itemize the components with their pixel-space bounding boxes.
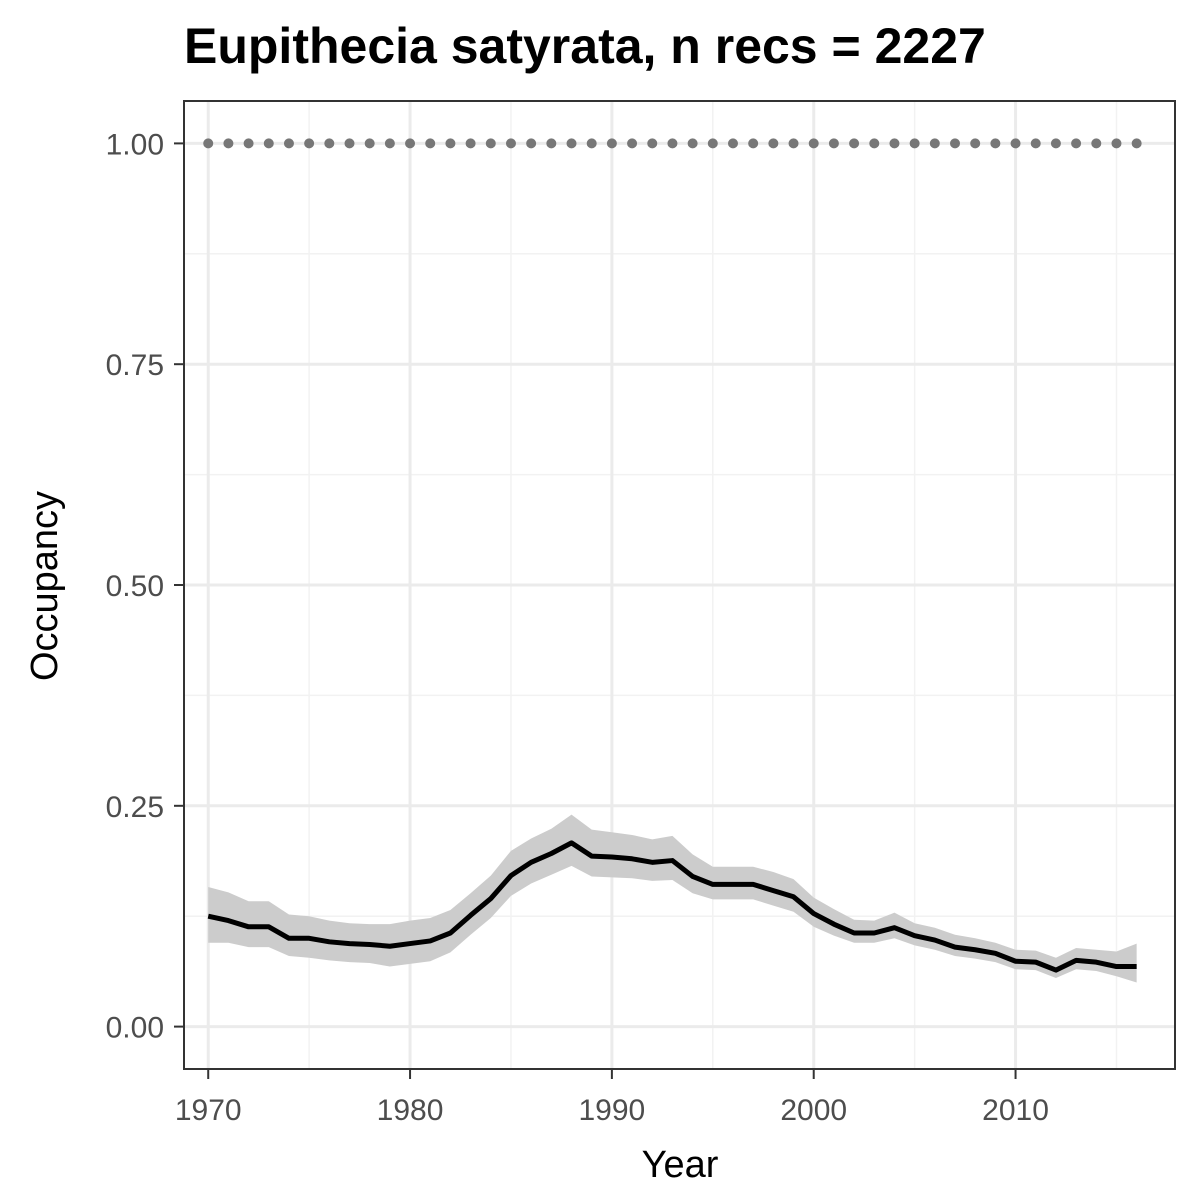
y-tick-label: 0.25 xyxy=(106,791,164,824)
x-tick-label: 1970 xyxy=(175,1094,242,1127)
reference-point xyxy=(1131,138,1142,149)
occupancy-line xyxy=(207,840,1137,973)
reference-point xyxy=(950,138,961,149)
reference-point xyxy=(1111,138,1122,149)
reference-point xyxy=(465,138,476,149)
reference-point xyxy=(627,138,638,149)
reference-point xyxy=(405,138,416,149)
reference-point xyxy=(849,138,860,149)
reference-point xyxy=(687,138,698,149)
x-axis: 1970 1980 1990 2000 2010 xyxy=(175,1069,1049,1127)
reference-point xyxy=(707,138,718,149)
reference-point xyxy=(283,138,294,149)
reference-point xyxy=(566,138,577,149)
reference-point xyxy=(768,138,779,149)
reference-point xyxy=(869,138,880,149)
reference-point xyxy=(526,138,537,149)
reference-point xyxy=(263,138,274,149)
reference-point xyxy=(203,138,214,149)
reference-point xyxy=(364,138,375,149)
reference-point xyxy=(445,138,456,149)
reference-point xyxy=(384,138,395,149)
confidence-band xyxy=(208,814,1137,983)
reference-point xyxy=(990,138,1001,149)
reference-point xyxy=(425,138,436,149)
confidence-band-layer xyxy=(208,814,1137,983)
reference-point xyxy=(727,138,738,149)
y-tick-label: 0.00 xyxy=(106,1012,164,1045)
chart-title: Eupithecia satyrata, n recs = 2227 xyxy=(184,18,986,74)
x-tick-label: 2000 xyxy=(780,1094,847,1127)
reference-point xyxy=(344,138,355,149)
reference-point xyxy=(243,138,254,149)
reference-point xyxy=(889,138,900,149)
reference-point xyxy=(647,138,658,149)
reference-point xyxy=(304,138,315,149)
reference-point xyxy=(929,138,940,149)
reference-point xyxy=(909,138,920,149)
reference-point xyxy=(1050,138,1061,149)
reference-point xyxy=(667,138,678,149)
x-axis-title: Year xyxy=(642,1144,719,1186)
y-axis: 0.00 0.25 0.50 0.75 1.00 xyxy=(106,128,184,1045)
reference-point xyxy=(748,138,759,149)
reference-point xyxy=(970,138,981,149)
series-layer xyxy=(203,138,1142,973)
reference-point xyxy=(1071,138,1082,149)
x-tick-label: 2010 xyxy=(982,1094,1049,1127)
reference-point xyxy=(828,138,839,149)
reference-point xyxy=(606,138,617,149)
y-tick-label: 1.00 xyxy=(106,128,164,161)
reference-point xyxy=(223,138,234,149)
x-tick-label: 1990 xyxy=(579,1094,646,1127)
y-axis-title: Occupancy xyxy=(24,491,66,681)
reference-point xyxy=(505,138,516,149)
reference-point xyxy=(1010,138,1021,149)
x-tick-label: 1980 xyxy=(377,1094,444,1127)
y-tick-label: 0.75 xyxy=(106,349,164,382)
reference-point xyxy=(808,138,819,149)
reference-point xyxy=(586,138,597,149)
reference-point xyxy=(324,138,335,149)
reference-point xyxy=(485,138,496,149)
reference-point xyxy=(788,138,799,149)
reference-point xyxy=(1030,138,1041,149)
reference-point xyxy=(1091,138,1102,149)
reference-point xyxy=(546,138,557,149)
y-tick-label: 0.50 xyxy=(106,570,164,603)
